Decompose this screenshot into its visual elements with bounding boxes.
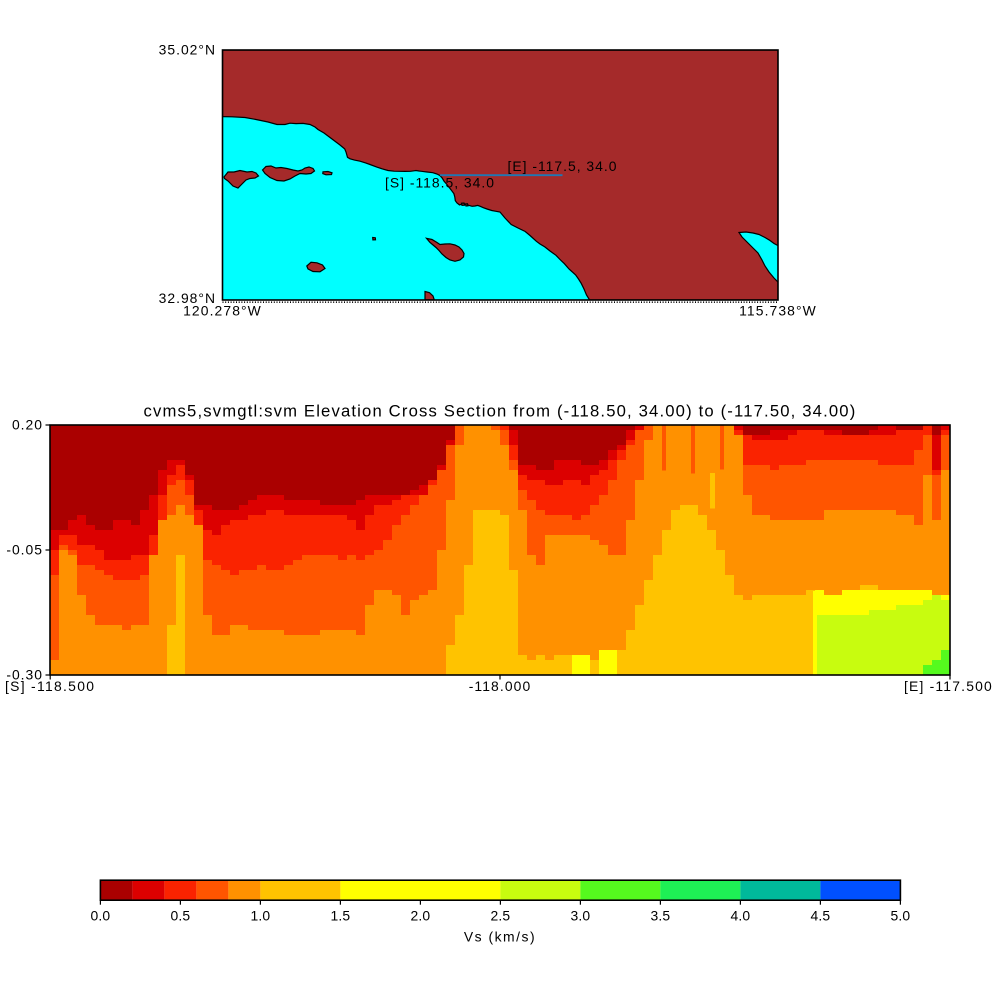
svg-text:5.0: 5.0 bbox=[890, 908, 910, 924]
svg-text:Vs (km/s): Vs (km/s) bbox=[464, 929, 536, 945]
svg-text:3.0: 3.0 bbox=[570, 908, 590, 924]
svg-text:[E] -117.500: [E] -117.500 bbox=[904, 678, 993, 694]
svg-text:0.0: 0.0 bbox=[90, 908, 110, 924]
svg-text:cvms5,svmgtl:svm Elevation Cro: cvms5,svmgtl:svm Elevation Cross Section… bbox=[144, 402, 857, 421]
svg-text:[S] -118.5, 34.0: [S] -118.5, 34.0 bbox=[385, 175, 495, 191]
svg-text:1.0: 1.0 bbox=[250, 908, 270, 924]
svg-text:2.5: 2.5 bbox=[490, 908, 510, 924]
svg-text:[S] -118.500: [S] -118.500 bbox=[5, 678, 95, 694]
svg-text:115.738°W: 115.738°W bbox=[739, 303, 817, 319]
svg-text:3.5: 3.5 bbox=[650, 908, 670, 924]
svg-text:4.5: 4.5 bbox=[810, 908, 830, 924]
svg-text:0.20: 0.20 bbox=[12, 417, 43, 433]
svg-text:-0.05: -0.05 bbox=[6, 542, 43, 558]
svg-text:2.0: 2.0 bbox=[410, 908, 430, 924]
svg-text:4.0: 4.0 bbox=[730, 908, 750, 924]
svg-text:-118.000: -118.000 bbox=[469, 678, 532, 694]
svg-text:1.5: 1.5 bbox=[330, 908, 350, 924]
svg-text:-0.30: -0.30 bbox=[6, 667, 43, 683]
svg-text:0.5: 0.5 bbox=[170, 908, 190, 924]
svg-text:120.278°W: 120.278°W bbox=[183, 303, 262, 319]
svg-text:32.98°N: 32.98°N bbox=[159, 290, 216, 306]
svg-text:35.02°N: 35.02°N bbox=[159, 42, 216, 58]
svg-text:[E] -117.5, 34.0: [E] -117.5, 34.0 bbox=[508, 158, 618, 174]
